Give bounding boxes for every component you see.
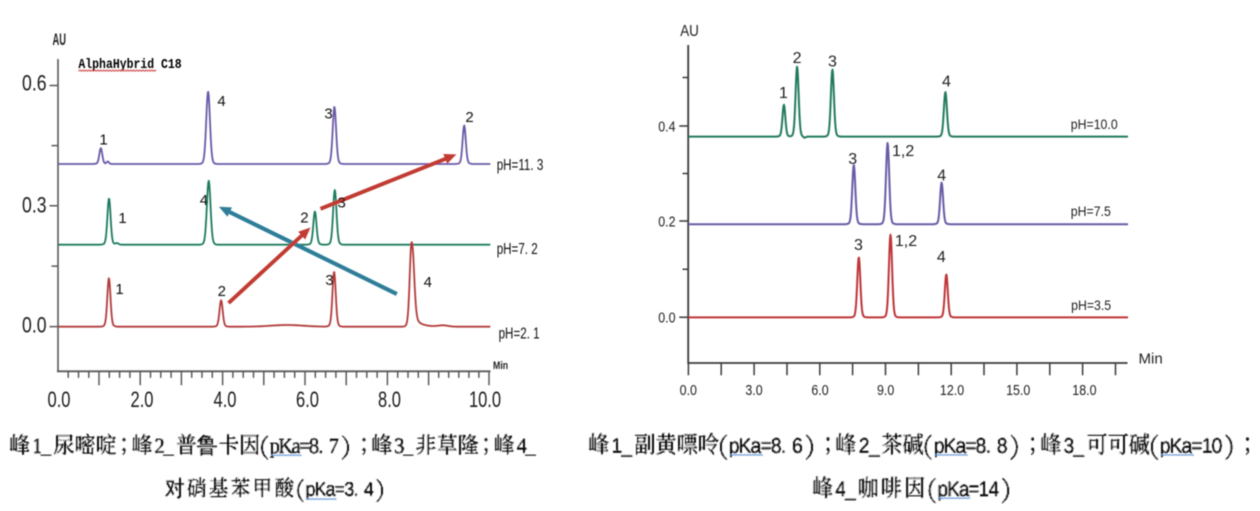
svg-text:2: 2 <box>793 50 802 67</box>
svg-text:pH=10.0: pH=10.0 <box>1071 116 1118 132</box>
svg-text:6.0: 6.0 <box>296 388 319 413</box>
svg-text:4.0: 4.0 <box>214 388 237 413</box>
svg-text:4: 4 <box>200 192 208 209</box>
svg-text:6.0: 6.0 <box>811 382 829 398</box>
svg-text:4: 4 <box>424 274 432 291</box>
svg-text:2: 2 <box>465 109 473 126</box>
svg-text:pH=7. 2: pH=7. 2 <box>497 240 538 257</box>
svg-text:AU: AU <box>680 23 699 40</box>
svg-text:1: 1 <box>118 210 126 227</box>
svg-text:4: 4 <box>942 73 951 90</box>
svg-text:18.0: 18.0 <box>1072 382 1097 398</box>
svg-text:8.0: 8.0 <box>378 388 401 413</box>
svg-text:3: 3 <box>848 151 857 168</box>
svg-text:2: 2 <box>218 283 226 300</box>
svg-text:1,2: 1,2 <box>892 143 914 160</box>
svg-text:10.0: 10.0 <box>469 388 501 413</box>
svg-text:AlphaHybrid C18: AlphaHybrid C18 <box>78 56 181 72</box>
svg-text:0.2: 0.2 <box>658 213 675 229</box>
svg-text:4: 4 <box>937 168 946 185</box>
svg-text:1: 1 <box>115 281 123 298</box>
svg-text:0.6: 0.6 <box>22 72 46 96</box>
svg-text:3: 3 <box>324 105 332 122</box>
svg-text:2: 2 <box>300 210 308 227</box>
svg-text:1: 1 <box>779 85 788 102</box>
svg-text:0.3: 0.3 <box>22 194 46 218</box>
svg-text:pH=11. 3: pH=11. 3 <box>497 156 544 173</box>
svg-text:0.0: 0.0 <box>680 382 698 398</box>
svg-text:9.0: 9.0 <box>877 382 895 398</box>
svg-text:4: 4 <box>937 249 946 266</box>
svg-text:15.0: 15.0 <box>1006 382 1031 398</box>
svg-text:pH=3.5: pH=3.5 <box>1071 297 1111 313</box>
svg-text:1: 1 <box>99 132 107 149</box>
svg-text:3: 3 <box>854 237 863 254</box>
svg-text:Min: Min <box>1139 351 1163 368</box>
svg-text:1,2: 1,2 <box>895 233 917 250</box>
svg-text:2.0: 2.0 <box>131 388 154 413</box>
svg-text:0.0: 0.0 <box>658 309 676 325</box>
svg-text:3: 3 <box>828 53 837 70</box>
svg-text:3.0: 3.0 <box>745 382 763 398</box>
svg-text:0.4: 0.4 <box>658 118 676 134</box>
svg-text:Min: Min <box>493 360 508 372</box>
svg-text:pH=2. 1: pH=2. 1 <box>499 325 540 342</box>
svg-text:AU: AU <box>53 30 67 49</box>
svg-text:pH=7.5: pH=7.5 <box>1071 203 1111 219</box>
svg-text:12.0: 12.0 <box>940 382 965 398</box>
svg-text:3: 3 <box>325 272 333 289</box>
svg-text:0.0: 0.0 <box>48 388 71 413</box>
svg-text:4: 4 <box>217 93 225 110</box>
svg-text:3: 3 <box>338 194 346 211</box>
svg-text:0.0: 0.0 <box>22 314 46 338</box>
